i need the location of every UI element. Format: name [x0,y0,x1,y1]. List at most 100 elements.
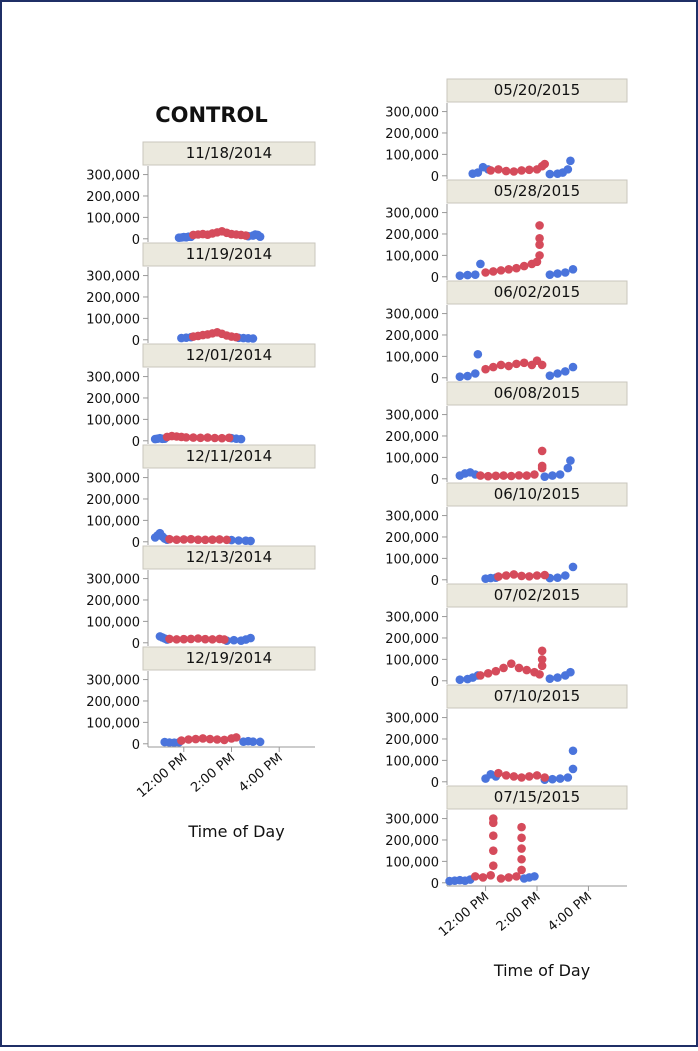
y-tick-label: 200,000 [86,392,140,407]
point [241,231,251,240]
point [517,833,526,843]
y-tick-label: 100,000 [86,312,140,327]
point [470,872,480,881]
point [196,433,205,443]
facet-label: 12/01/2014 [186,346,272,364]
point [191,734,201,744]
point [509,570,519,579]
point [212,735,222,744]
point [486,870,496,880]
point [540,570,550,580]
point [494,165,503,174]
point [548,774,557,784]
point [524,165,534,175]
y-tick-label: 0 [132,637,140,652]
point [566,667,575,677]
point [246,633,255,643]
point [517,844,526,853]
point [488,267,498,276]
y-tick-label: 300,000 [385,106,439,121]
point [491,666,501,676]
point [193,535,203,544]
facet-header [446,179,628,204]
y-tick-label: 300,000 [385,813,439,828]
y-tick-label: 200,000 [385,632,439,647]
y-tick-label: 300,000 [86,371,140,386]
y-tick-label: 300,000 [385,308,439,323]
point [476,671,485,680]
y-tick-label: 100,000 [385,451,439,466]
y-tick-label: 300,000 [86,472,140,487]
y-tick-label: 200,000 [385,228,439,243]
point [198,734,208,743]
y-tick-label: 300,000 [385,207,439,222]
point [463,371,472,381]
y-tick-label: 100,000 [86,211,140,226]
point [488,861,498,870]
point [560,571,570,580]
facet-header [142,141,316,166]
y-tick-label: 100,000 [385,148,439,163]
point [517,571,526,581]
point [455,372,465,382]
y-tick-label: 300,000 [385,611,439,626]
point [234,536,243,545]
point [555,774,565,783]
point [179,634,189,644]
point [203,433,212,442]
point [186,534,196,544]
point [172,635,181,644]
y-tick-label: 100,000 [385,855,439,870]
facet-header [142,646,316,671]
facet-label: 06/10/2015 [494,485,580,503]
point [208,535,217,544]
y-tick-label: 300,000 [385,409,439,424]
point [540,159,550,169]
y-tick-label: 300,000 [86,270,140,285]
y-tick-label: 200,000 [385,127,439,142]
point [514,471,524,480]
facet-header [142,242,316,267]
point [177,736,186,745]
point [481,364,490,374]
point [535,221,544,230]
facet-label: 07/02/2015 [494,586,580,604]
point [208,635,217,644]
point [545,674,555,683]
point [512,872,521,881]
point [488,831,498,840]
y-tick-label: 0 [431,877,439,892]
point [555,470,565,479]
point [165,534,174,544]
facet-label: 11/19/2014 [186,245,272,263]
point [522,471,532,480]
point [165,634,174,644]
point [179,535,189,544]
point [537,360,547,370]
point [501,571,511,580]
point [476,259,485,269]
point [463,270,472,280]
point [494,572,503,581]
y-tick-label: 200,000 [385,329,439,344]
point [215,535,224,544]
point [568,562,578,572]
point [473,349,483,359]
facet-header [142,343,316,368]
point [563,773,573,782]
point [540,472,550,481]
point [455,675,465,685]
point [224,433,234,443]
point [517,854,526,864]
y-tick-label: 200,000 [385,834,439,849]
point [470,270,480,279]
point [499,663,508,673]
point [172,535,181,544]
point [496,266,506,275]
point [517,822,526,832]
point [530,872,539,881]
point [483,668,493,678]
point [248,737,258,746]
y-tick-label: 200,000 [86,594,140,609]
point [255,737,265,747]
